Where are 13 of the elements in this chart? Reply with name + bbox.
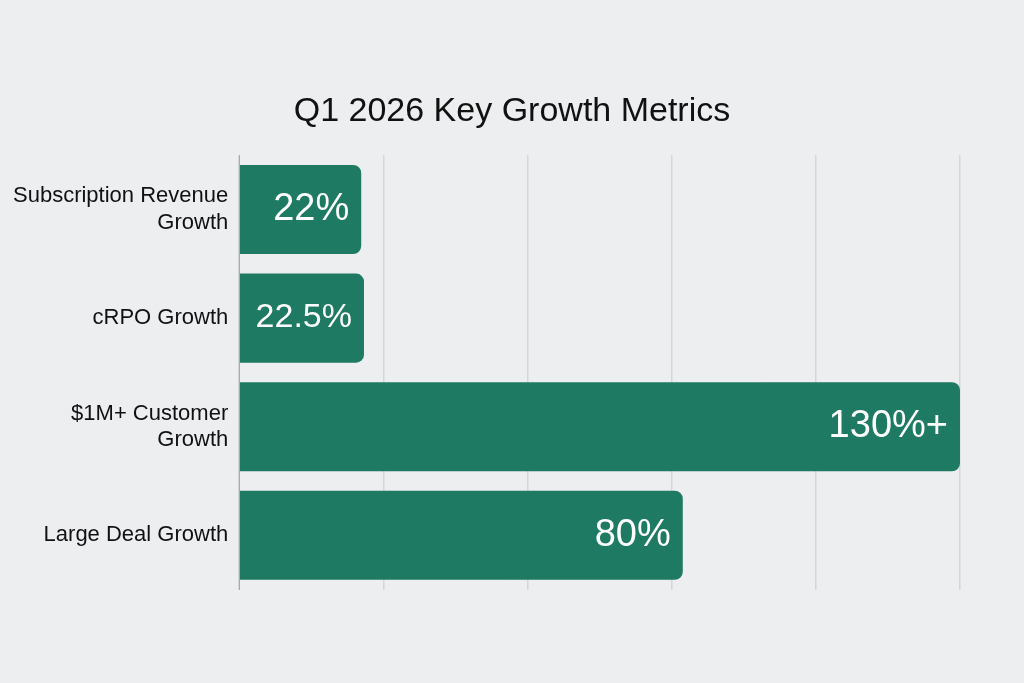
- data-label: 22%: [273, 185, 350, 228]
- data-label: 22.5%: [255, 296, 352, 335]
- y-tick-label: Subscription Revenue Growth: [12, 182, 229, 234]
- data-label: 80%: [594, 511, 671, 554]
- bar: [239, 490, 683, 580]
- data-label: 130%+: [828, 403, 948, 446]
- bar: [239, 273, 364, 363]
- y-tick-label: Large Deal Growth: [43, 521, 229, 547]
- chart-title: Q1 2026 Key Growth Metrics: [292, 90, 732, 129]
- bar: [239, 164, 362, 255]
- bar: [239, 382, 960, 472]
- y-tick-label: cRPO Growth: [92, 304, 229, 330]
- y-tick-label: $1M+ Customer Growth: [71, 399, 229, 451]
